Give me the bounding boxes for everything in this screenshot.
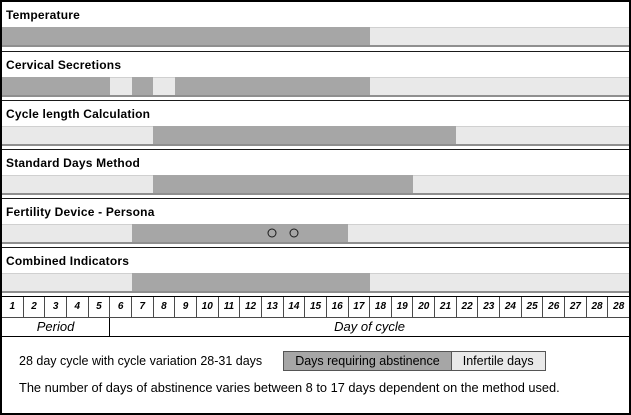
segment-abstinence-days-8-21: [153, 126, 457, 144]
day-cell-26: 26: [543, 297, 566, 317]
day-cell-29: 28: [613, 301, 625, 312]
segment-abstinence-days-8-19: [153, 175, 413, 193]
segment-infertile-days-17-29: [347, 224, 629, 242]
ovulation-circle-marker-day-14: [289, 228, 299, 238]
method-bar-standard-days-method: [2, 175, 629, 195]
method-bar-cervical-secretions: [2, 77, 629, 97]
axis-label-strip: Period Day of cycle: [2, 317, 629, 337]
day-cell-9: 9: [175, 297, 197, 317]
method-row-fertility-device-persona: Fertility Device - Persona: [2, 198, 629, 247]
abstinence-note: The number of days of abstinence varies …: [19, 380, 560, 395]
day-cell-6: 6: [110, 297, 132, 317]
day-cell-3: 3: [45, 297, 67, 317]
segment-infertile-days-1-7: [2, 175, 154, 193]
day-cell-23: 23: [478, 297, 501, 317]
segment-infertile-days-20-29: [412, 175, 629, 193]
method-bar-combined-indicators: [2, 273, 629, 293]
segment-abstinence-days-7-16: [131, 224, 348, 242]
period-label: Period: [2, 318, 111, 336]
segment-infertile-days-6-6: [110, 77, 132, 95]
segment-abstinence-days-7-7: [131, 77, 154, 95]
method-label-fertility-device-persona: Fertility Device - Persona: [6, 205, 155, 219]
method-bar-cycle-length-calculation: [2, 126, 629, 146]
method-bar-fertility-device-persona: [2, 224, 629, 244]
day-cell-5: 5: [89, 297, 111, 317]
day-cell-8: 8: [154, 297, 176, 317]
segment-infertile-days-18-29: [369, 77, 629, 95]
segment-abstinence-days-9-17: [174, 77, 370, 95]
day-cell-2: 2: [24, 297, 46, 317]
segment-infertile-days-22-29: [456, 126, 629, 144]
day-cell-16: 16: [327, 297, 349, 317]
day-cell-18: 18: [370, 297, 392, 317]
day-cell-4: 4: [67, 297, 89, 317]
method-label-standard-days-method: Standard Days Method: [6, 156, 141, 170]
day-cell-20: 20: [413, 297, 436, 317]
method-row-combined-indicators: Combined Indicators: [2, 247, 629, 296]
day-cell-12: 12: [240, 297, 262, 317]
day-cell-13: 13: [262, 297, 284, 317]
legend-infertile-swatch: Infertile days: [451, 351, 546, 371]
day-cell-17: 17: [349, 297, 371, 317]
day-cell-11: 11: [219, 297, 241, 317]
day-cell-10: 10: [197, 297, 219, 317]
method-row-temperature: Temperature: [2, 2, 629, 51]
ovulation-circle-marker-day-13: [267, 228, 277, 238]
day-cell-15: 15: [305, 297, 327, 317]
method-row-cervical-secretions: Cervical Secretions: [2, 51, 629, 100]
day-cell-25: 25: [522, 297, 544, 317]
day-of-cycle-label: Day of cycle: [334, 319, 405, 334]
segment-infertile-days-1-6: [2, 273, 132, 291]
method-row-cycle-length-calculation: Cycle length Calculation: [2, 100, 629, 149]
method-label-temperature: Temperature: [6, 8, 81, 22]
segment-abstinence-days-1-5: [2, 77, 111, 95]
day-cell-19: 19: [392, 297, 414, 317]
legend-abstinence-swatch: Days requiring abstinence: [283, 351, 452, 371]
day-cell-14: 14: [284, 297, 306, 317]
day-axis: 1 2 3 4 5 6 7 8 9 10 11 12 13 14 15 16 17 18 19 20 21 22 23 24 2…: [2, 296, 629, 317]
legend: 28 day cycle with cycle variation 28-31 …: [2, 337, 629, 371]
day-cell-1: 1: [2, 297, 24, 317]
segment-infertile-days-8-8: [153, 77, 175, 95]
day-cell-27: 27: [565, 297, 587, 317]
segment-abstinence-days-1-17: [2, 27, 370, 45]
day-cell-21: 21: [435, 297, 457, 317]
cycle-variation-text: 28 day cycle with cycle variation 28-31 …: [19, 354, 263, 368]
segment-infertile-days-18-29: [369, 273, 629, 291]
segment-infertile-days-18-29: [369, 27, 629, 45]
day-cell-7: 7: [132, 297, 154, 317]
segment-infertile-days-1-7: [2, 126, 154, 144]
segment-abstinence-days-7-17: [131, 273, 370, 291]
method-rows: Temperature Cervical Secretions Cycle leng…: [2, 2, 629, 296]
day-cell-22: 22: [457, 297, 479, 317]
method-bar-temperature: [2, 27, 629, 47]
day-cell-24: 24: [500, 297, 522, 317]
method-label-combined-indicators: Combined Indicators: [6, 254, 130, 268]
method-label-cycle-length-calculation: Cycle length Calculation: [6, 107, 151, 121]
segment-infertile-days-1-6: [2, 224, 132, 242]
method-row-standard-days-method: Standard Days Method: [2, 149, 629, 198]
method-label-cervical-secretions: Cervical Secretions: [6, 58, 122, 72]
day-cell-28: 28: [587, 297, 609, 317]
